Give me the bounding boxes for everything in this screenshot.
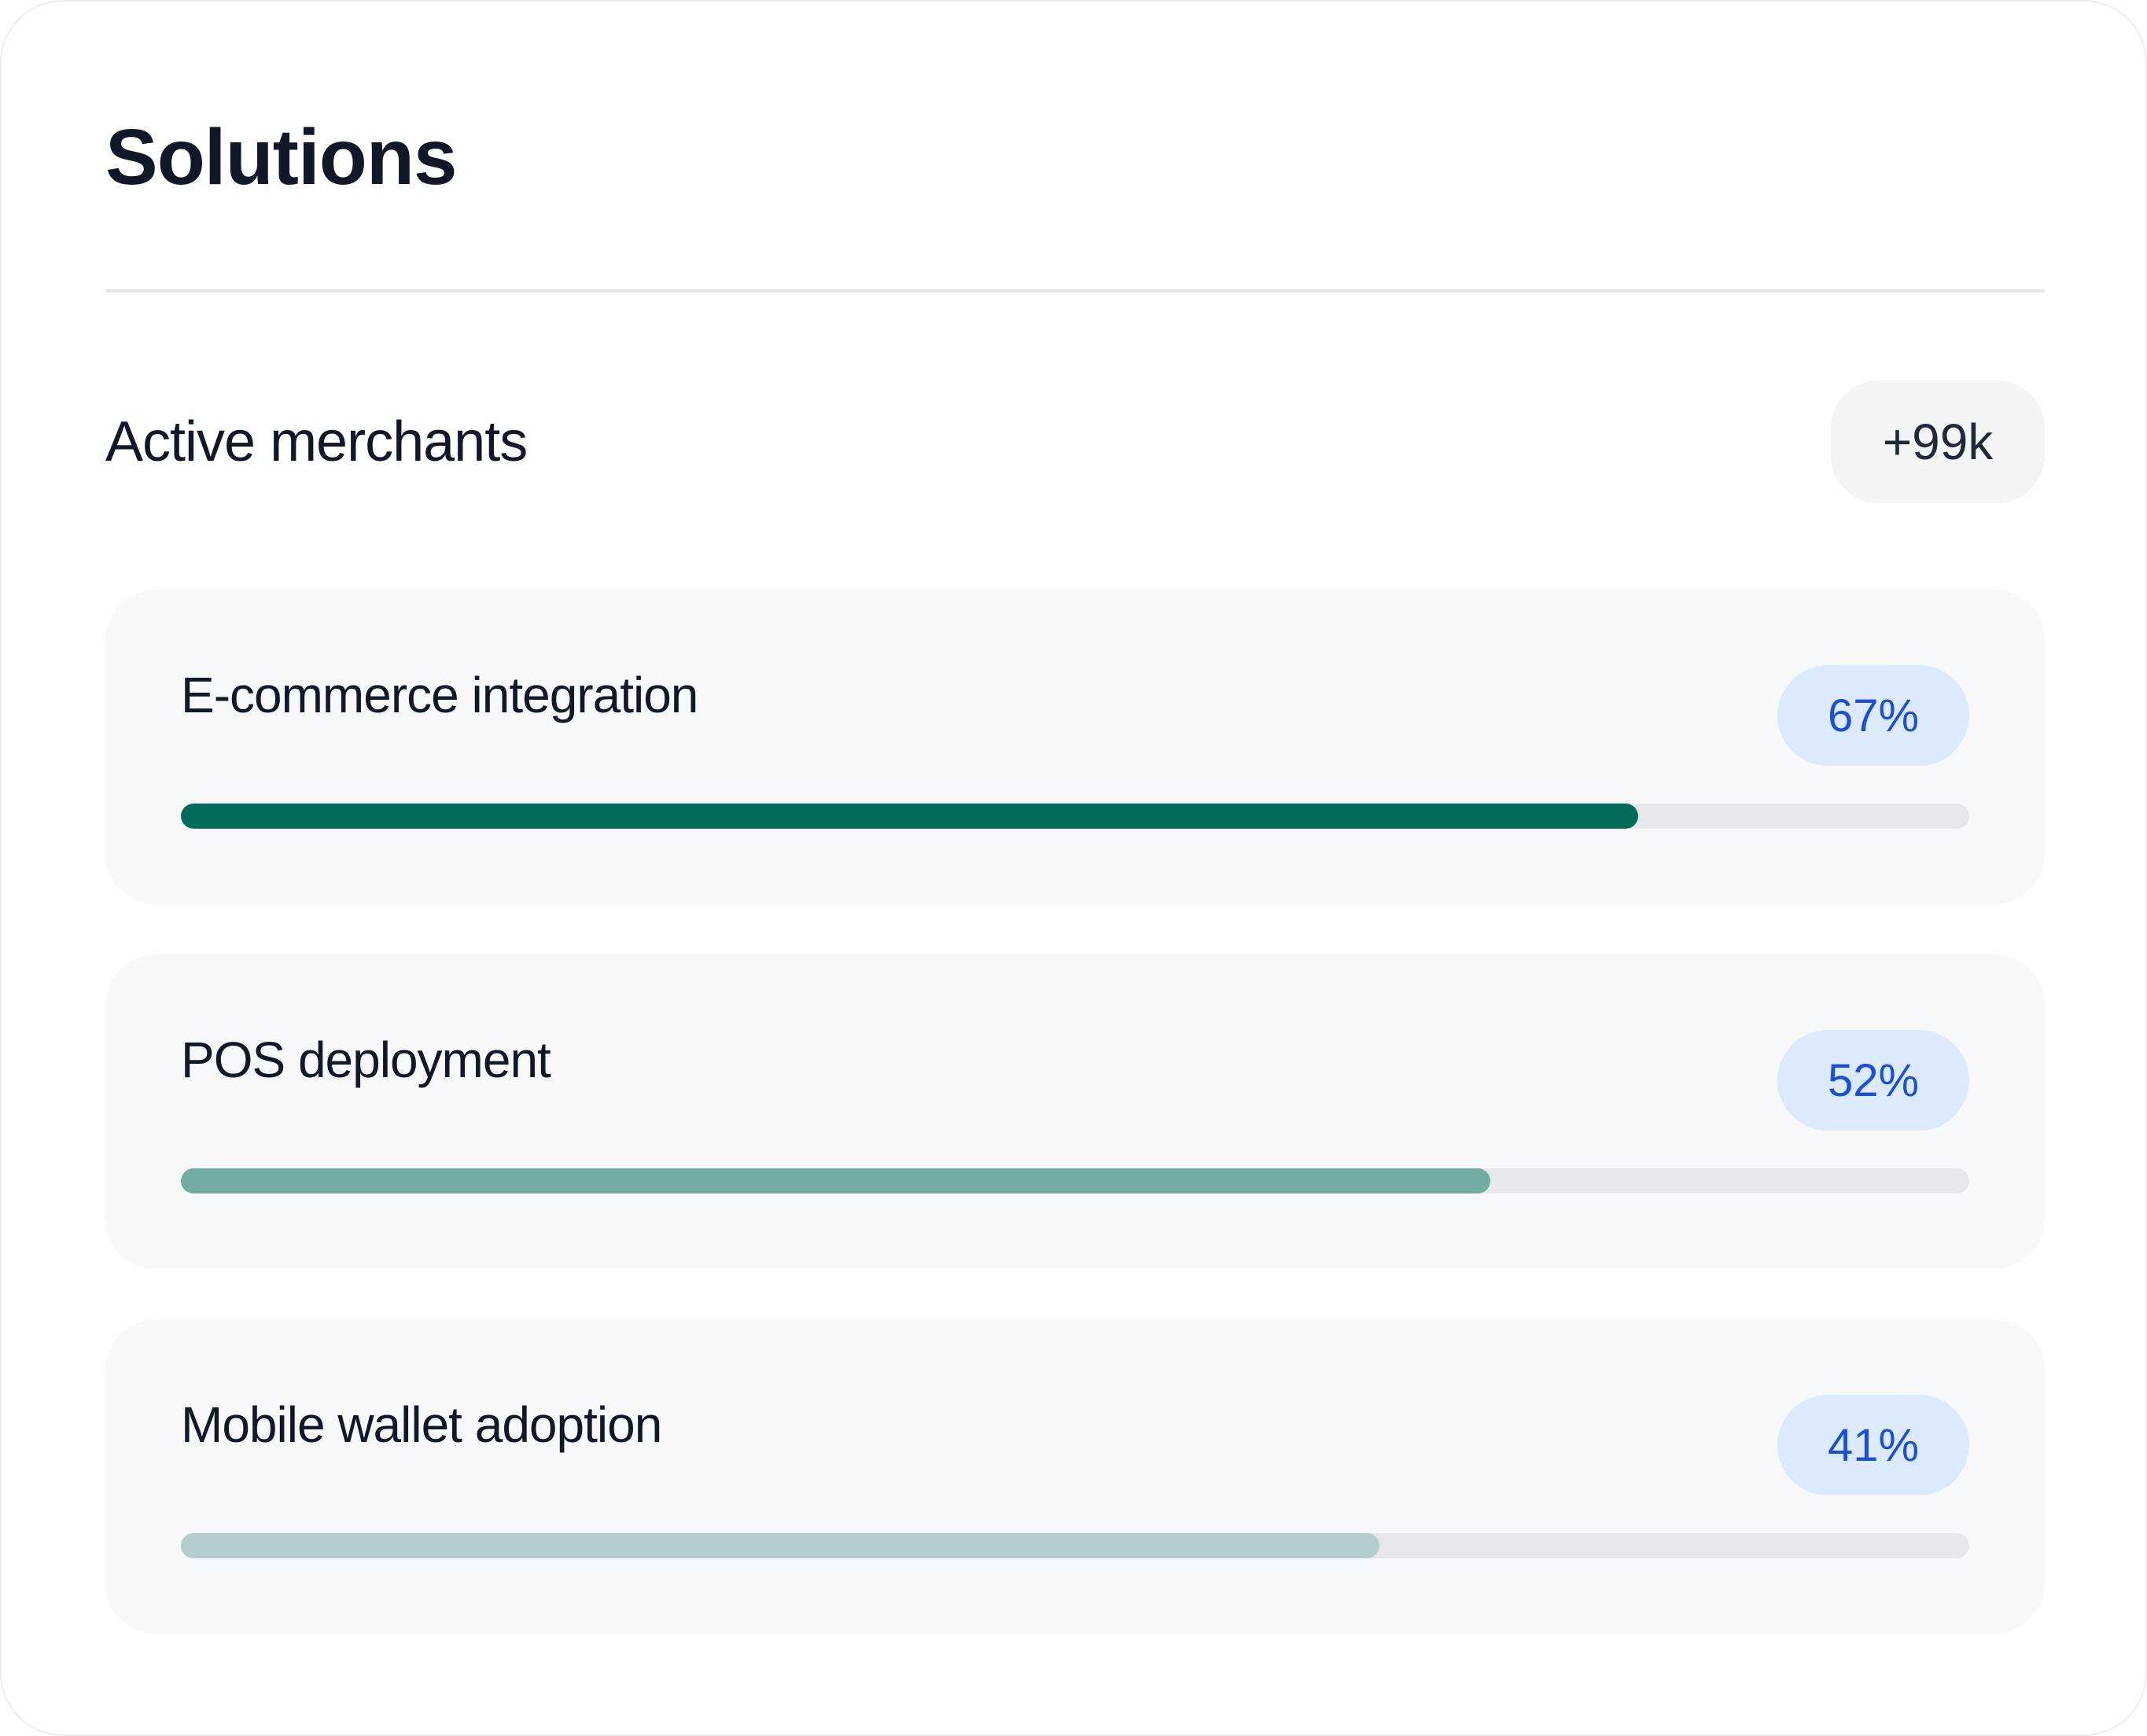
metrics-list: E-commerce integration 67% POS deploymen… bbox=[105, 590, 2045, 1684]
progress-track bbox=[181, 1533, 1969, 1558]
percent-badge: 52% bbox=[1777, 1030, 1969, 1131]
progress-fill bbox=[181, 1168, 1490, 1194]
progress-fill bbox=[181, 804, 1639, 829]
card-title: Solutions bbox=[105, 113, 458, 201]
summary-label: Active merchants bbox=[105, 410, 528, 473]
metric-label: E-commerce integration bbox=[181, 667, 698, 723]
metric-card: Mobile wallet adoption 41% bbox=[105, 1319, 2045, 1634]
summary-row: Active merchants +99k bbox=[105, 381, 2045, 503]
metric-card: POS deployment 52% bbox=[105, 954, 2045, 1269]
percent-badge: 41% bbox=[1777, 1395, 1969, 1495]
summary-badge: +99k bbox=[1831, 381, 2045, 503]
percent-badge: 67% bbox=[1777, 665, 1969, 766]
metric-label: POS deployment bbox=[181, 1032, 551, 1088]
metric-label: Mobile wallet adoption bbox=[181, 1396, 662, 1453]
progress-track bbox=[181, 1168, 1969, 1194]
metric-card: E-commerce integration 67% bbox=[105, 590, 2045, 904]
progress-fill bbox=[181, 1533, 1379, 1558]
progress-track bbox=[181, 804, 1969, 829]
divider bbox=[105, 289, 2045, 292]
